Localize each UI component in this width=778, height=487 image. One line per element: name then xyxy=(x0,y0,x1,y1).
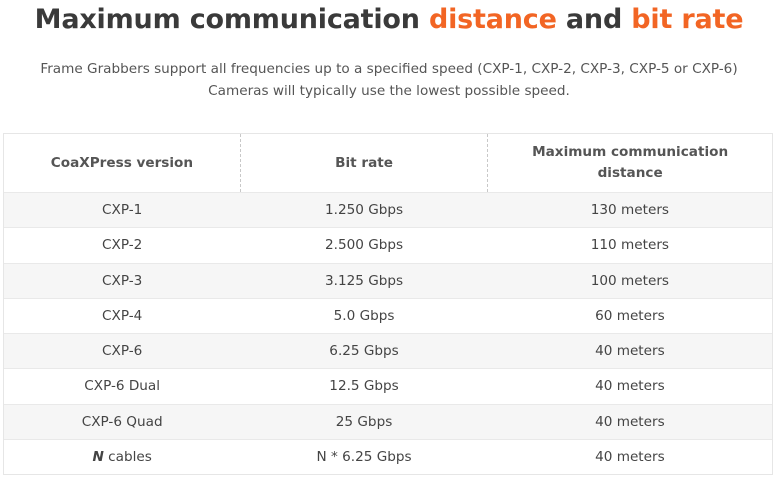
table-body: CXP-1 1.250 Gbps 130 meters CXP-2 2.500 … xyxy=(3,191,773,476)
header-bit-rate: Bit rate xyxy=(240,133,489,193)
cell-distance: 40 meters xyxy=(487,368,773,404)
title-part-1: Maximum communication xyxy=(34,4,429,35)
table-row: CXP-6 Quad 25 Gbps 40 meters xyxy=(3,403,773,440)
title-accent-bit-rate: bit rate xyxy=(631,4,744,35)
cell-bit-rate: 5.0 Gbps xyxy=(240,297,488,334)
page-title: Maximum communication distance and bit r… xyxy=(0,4,778,35)
table-row: CXP-3 3.125 Gbps 100 meters xyxy=(3,262,773,299)
cell-distance: 40 meters xyxy=(487,403,773,440)
cell-bit-rate: 2.500 Gbps xyxy=(240,227,488,263)
cell-version: CXP-3 xyxy=(3,262,241,299)
intro-line-2: Cameras will typically use the lowest po… xyxy=(208,83,570,99)
cell-distance: 40 meters xyxy=(487,332,773,369)
cell-bit-rate: 25 Gbps xyxy=(240,403,488,440)
table-row: CXP-6 6.25 Gbps 40 meters xyxy=(3,332,773,369)
cell-version-n: N xyxy=(92,448,104,465)
cell-distance: 60 meters xyxy=(487,297,773,334)
cell-distance: 100 meters xyxy=(487,262,773,299)
table-header-row: CoaXPress version Bit rate Maximum commu… xyxy=(3,133,773,193)
header-max-distance-line-2: distance xyxy=(597,165,663,181)
header-max-distance: Maximum communication distance xyxy=(487,133,773,193)
cell-version: CXP-1 xyxy=(3,191,241,228)
title-accent-distance: distance xyxy=(428,4,557,35)
spec-table: CoaXPress version Bit rate Maximum commu… xyxy=(3,133,773,476)
intro-line-1: Frame Grabbers support all frequencies u… xyxy=(40,61,738,77)
cell-version: CXP-4 xyxy=(3,297,241,334)
cell-bit-rate: 6.25 Gbps xyxy=(240,332,488,369)
table-row: CXP-6 Dual 12.5 Gbps 40 meters xyxy=(3,368,773,404)
cell-bit-rate: 12.5 Gbps xyxy=(240,368,488,404)
table-row: N cables N * 6.25 Gbps 40 meters xyxy=(3,438,773,476)
cell-bit-rate: 1.250 Gbps xyxy=(240,191,488,228)
cell-version: CXP-6 Dual xyxy=(3,368,241,404)
cell-version: CXP-6 Quad xyxy=(3,403,241,440)
cell-bit-rate: 3.125 Gbps xyxy=(240,262,488,299)
title-part-2: and xyxy=(556,4,632,35)
header-coaxpress-version: CoaXPress version xyxy=(3,133,241,193)
cell-bit-rate: N * 6.25 Gbps xyxy=(240,438,488,476)
table-row: CXP-1 1.250 Gbps 130 meters xyxy=(3,191,773,228)
table-header: CoaXPress version Bit rate Maximum commu… xyxy=(3,133,773,193)
cell-version: N cables xyxy=(3,438,241,476)
header-max-distance-line-1: Maximum communication xyxy=(532,144,729,160)
intro-text: Frame Grabbers support all frequencies u… xyxy=(0,58,778,102)
table-row: CXP-2 2.500 Gbps 110 meters xyxy=(3,227,773,263)
cell-version: CXP-6 xyxy=(3,332,241,369)
cell-distance: 40 meters xyxy=(487,438,773,476)
cell-distance: 130 meters xyxy=(487,191,773,228)
cell-distance: 110 meters xyxy=(487,227,773,263)
cell-version: CXP-2 xyxy=(3,227,241,263)
table-row: CXP-4 5.0 Gbps 60 meters xyxy=(3,297,773,334)
cell-version-rest: cables xyxy=(103,448,152,465)
